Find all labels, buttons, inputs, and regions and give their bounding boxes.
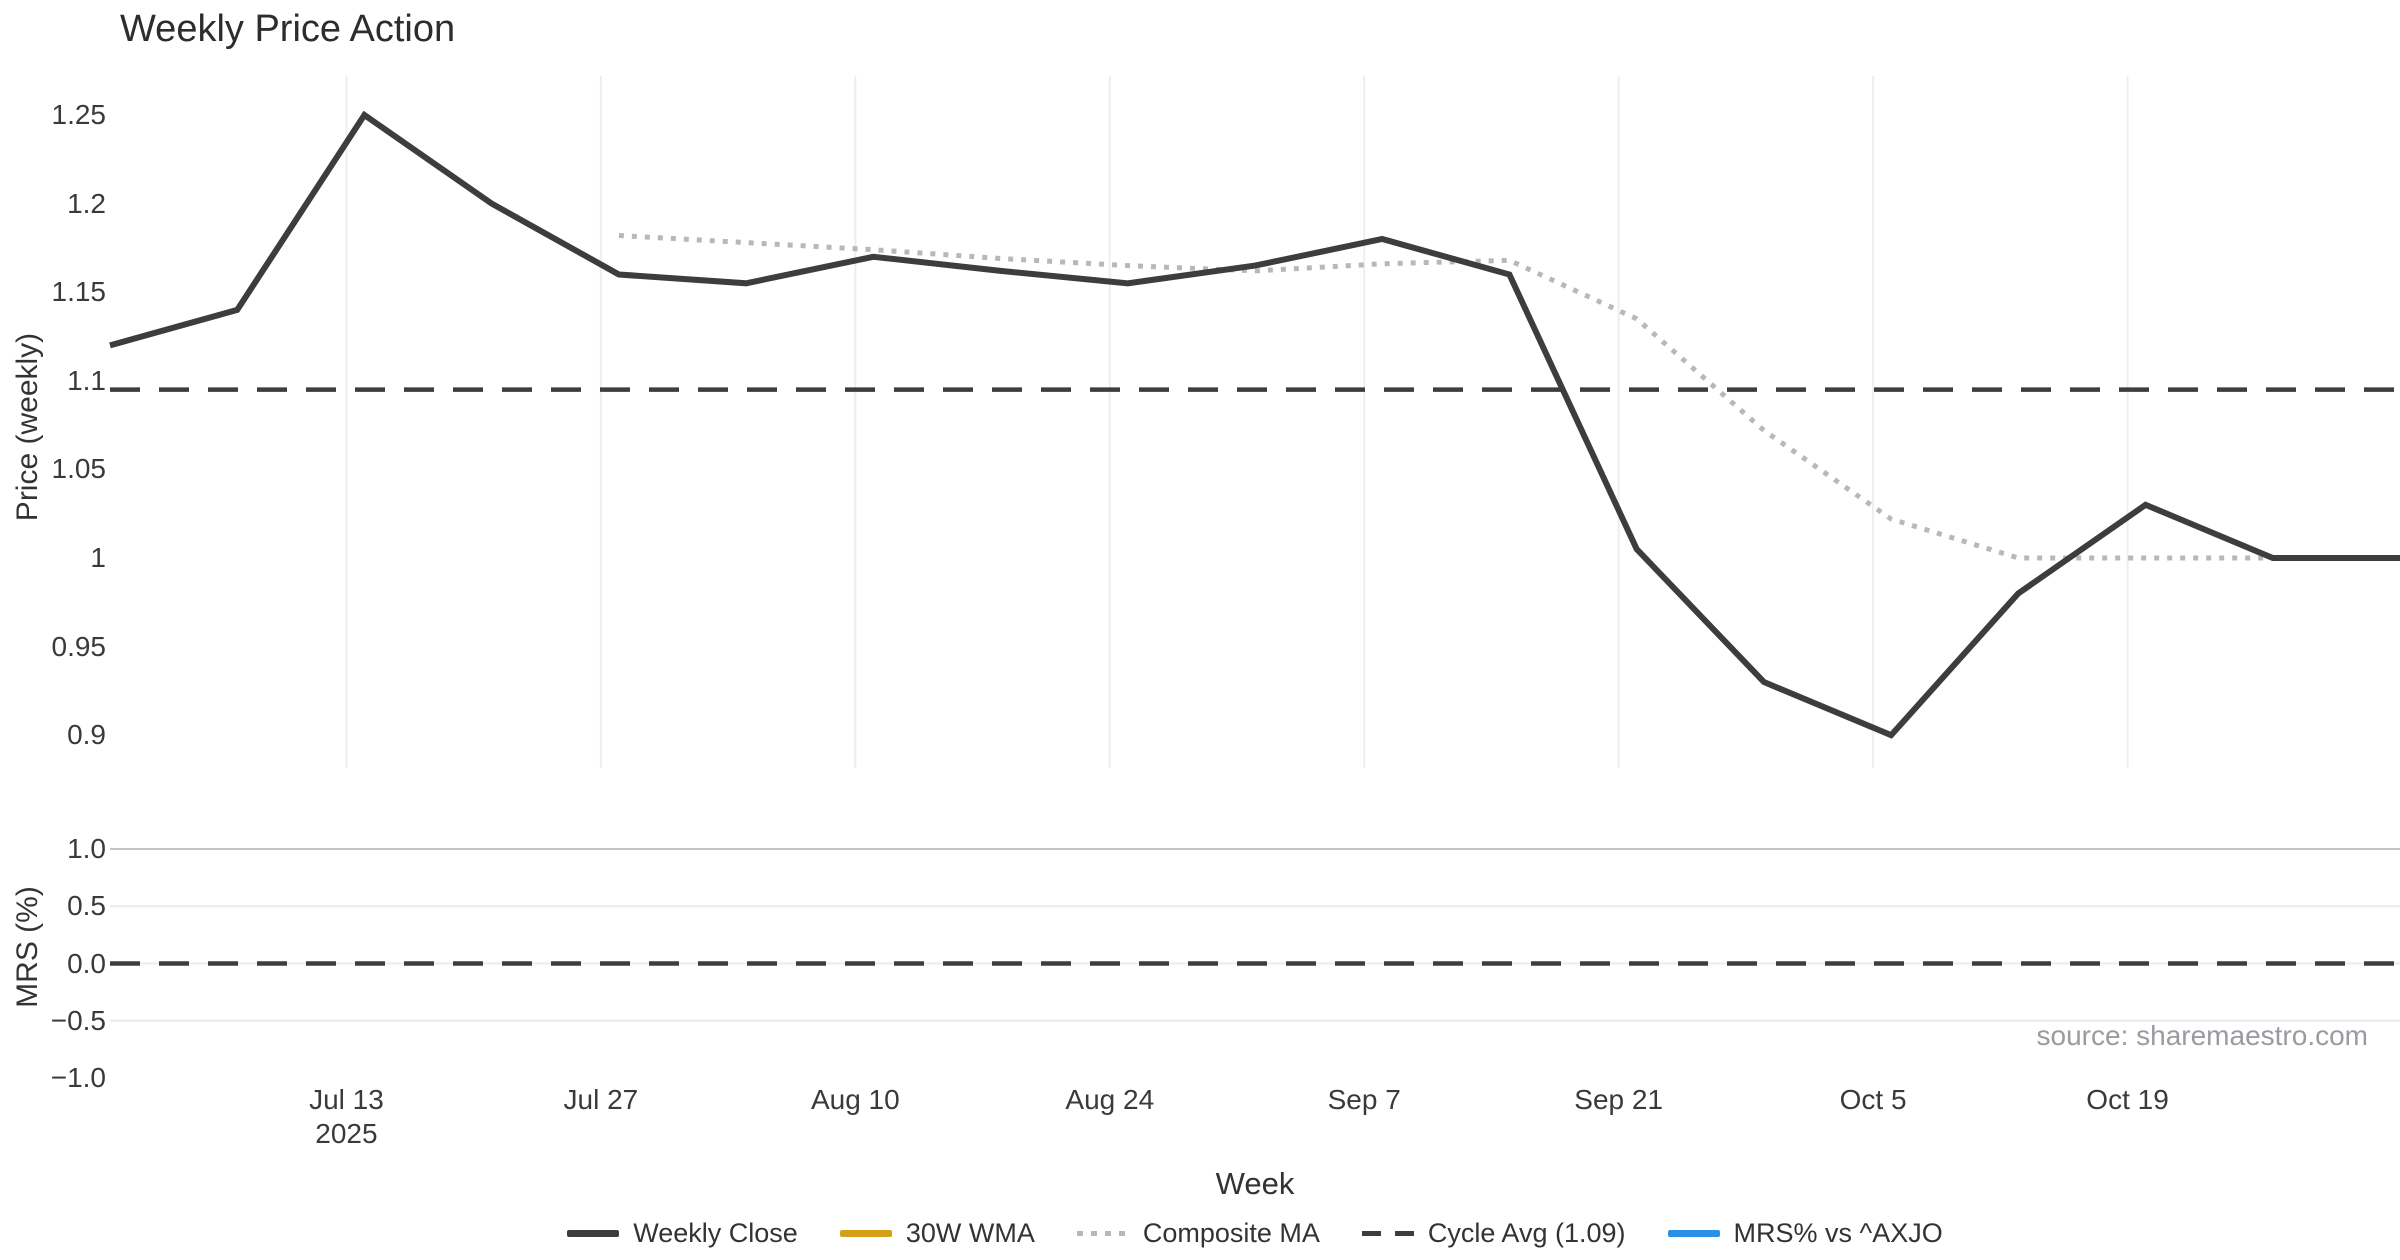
x-tick-label: Sep 21 xyxy=(1574,1084,1664,1115)
x-tick-label: Aug 10 xyxy=(810,1084,900,1115)
wma-line-swatch-icon xyxy=(839,1229,892,1237)
x-axis-title: Week xyxy=(1215,1166,1295,1201)
legend-item-mrs: MRS% vs ^AXJO xyxy=(1667,1217,1943,1249)
legend: Weekly Close 30W WMA Composite MA Cycle … xyxy=(110,1210,2400,1256)
price-ytick-label: 1.15 xyxy=(51,276,107,308)
price-ytick-label: 1.05 xyxy=(51,453,107,485)
legend-label-composite-ma: Composite MA xyxy=(1142,1217,1320,1248)
cycle-avg-line-swatch-icon xyxy=(1361,1230,1414,1236)
chart-title: Weekly Price Action xyxy=(120,8,456,50)
legend-item-30w-wma: 30W WMA xyxy=(839,1217,1035,1249)
price-ytick-label: 1 xyxy=(90,542,106,573)
legend-label-weekly-close: Weekly Close xyxy=(633,1217,798,1248)
source-note: source: sharemaestro.com xyxy=(2036,1020,2368,1051)
x-tick-label: Oct 5 xyxy=(1839,1084,1907,1115)
legend-label-30w-wma: 30W WMA xyxy=(905,1217,1035,1248)
legend-item-cycle-avg: Cycle Avg (1.09) xyxy=(1361,1217,1626,1249)
mrs-ytick-label: −0.5 xyxy=(50,1004,106,1036)
price-ytick-label: 1.25 xyxy=(51,99,107,130)
price-ytick-label: 0.95 xyxy=(51,630,107,662)
x-tick-label: Oct 19 xyxy=(2086,1084,2169,1115)
x-tick-year-label: 2025 xyxy=(315,1118,378,1149)
composite-ma-line-swatch-icon xyxy=(1076,1230,1129,1236)
x-tick-label: Jul 27 xyxy=(563,1084,639,1115)
legend-item-weekly-close: Weekly Close xyxy=(567,1218,798,1249)
legend-label-mrs: MRS% vs ^AXJO xyxy=(1733,1217,1943,1248)
legend-label-cycle-avg: Cycle Avg (1.09) xyxy=(1427,1217,1626,1248)
weekly-close-line xyxy=(109,110,2400,739)
mrs-ytick-label: −1.0 xyxy=(50,1062,106,1093)
mrs-ytick-label: 0.5 xyxy=(67,890,106,922)
mrs-ytick-label: 0.0 xyxy=(67,947,106,979)
weekly-close-line-swatch-icon xyxy=(567,1229,620,1237)
mrs-ytick-label: 1.0 xyxy=(67,833,106,864)
x-tick-label: Jul 13 xyxy=(309,1084,384,1115)
mrs-line-swatch-icon xyxy=(1667,1229,1720,1237)
price-ytick-label: 1.1 xyxy=(67,364,106,396)
price-ytick-label: 0.9 xyxy=(67,719,106,751)
price-ytick-label: 1.2 xyxy=(67,187,106,219)
composite-ma-line xyxy=(618,233,2400,561)
x-tick-label: Aug 24 xyxy=(1065,1084,1155,1115)
price-axis-title: Price (weekly) xyxy=(11,332,44,522)
legend-item-composite-ma: Composite MA xyxy=(1076,1217,1320,1249)
x-tick-label: Sep 7 xyxy=(1327,1084,1401,1115)
